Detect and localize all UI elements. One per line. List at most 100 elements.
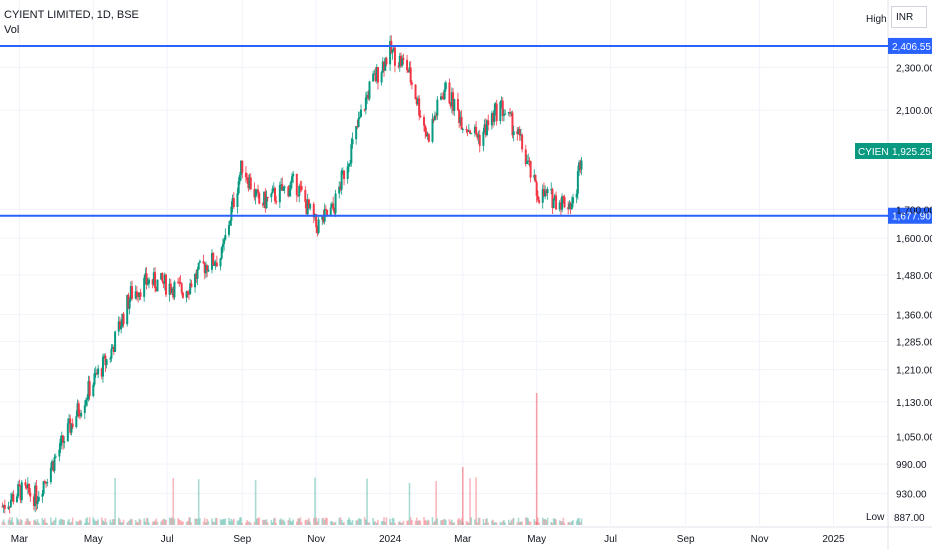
candle-body: [299, 185, 302, 187]
volume-bar: [138, 518, 141, 525]
candle-body: [186, 291, 189, 294]
candle-body: [511, 112, 514, 136]
candle-body: [534, 174, 537, 183]
volume-bar: [60, 519, 63, 525]
volume-bar: [457, 519, 459, 525]
candle-body: [275, 201, 278, 203]
candle-body: [60, 435, 63, 439]
volume-bar: [254, 480, 257, 525]
candle-body: [561, 196, 564, 210]
candle-body: [198, 261, 201, 263]
volume-bar: [265, 519, 268, 525]
candle-body: [433, 115, 436, 121]
volume-bar: [281, 520, 284, 525]
candle-body: [221, 243, 224, 248]
candle-body: [466, 129, 469, 132]
candle-body: [343, 170, 346, 179]
volume-bar: [220, 519, 223, 525]
candle-body: [18, 484, 21, 486]
candle-body: [423, 117, 426, 126]
candle-body: [290, 176, 293, 183]
candle-body: [442, 97, 445, 100]
volume-bar: [408, 482, 411, 525]
volume-bar: [153, 521, 155, 525]
candle-body: [139, 292, 142, 297]
candle-body: [194, 274, 197, 288]
candle-body: [68, 418, 71, 424]
candle-body: [304, 190, 307, 203]
candle-body: [338, 186, 341, 194]
candle-body: [380, 72, 383, 83]
y-tick-label: 1,700.00: [896, 206, 932, 217]
candle-body: [160, 273, 163, 280]
volume-bar: [100, 517, 103, 525]
candle-body: [521, 134, 524, 150]
y-tick-label: 1,480.00: [896, 271, 932, 282]
candle-body: [144, 273, 147, 278]
candle-body: [461, 129, 464, 131]
candle-body: [229, 220, 232, 226]
volume-bar: [119, 519, 121, 525]
candle-body: [389, 40, 392, 65]
volume-bar: [493, 522, 496, 525]
candle-body: [416, 98, 419, 105]
volume-bar: [75, 520, 78, 525]
volume-bar: [128, 520, 131, 525]
candle-body: [443, 89, 446, 100]
volume-bar: [29, 521, 32, 525]
volume-bar: [544, 518, 546, 525]
candle-body: [376, 67, 379, 83]
volume-bar: [474, 519, 476, 525]
candle-body: [34, 485, 37, 506]
candle-body: [255, 189, 258, 191]
volume-bar: [443, 518, 446, 525]
candle-body: [465, 129, 468, 131]
volume-bar: [567, 522, 569, 525]
candle-body: [305, 202, 308, 215]
candle-body: [552, 199, 555, 209]
volume-bar: [202, 521, 205, 525]
candle-body: [372, 73, 375, 82]
candle-body: [456, 99, 459, 110]
y-tick-label: 1,360.00: [896, 311, 932, 322]
volume-bar: [392, 518, 395, 525]
candle-body: [101, 356, 104, 377]
volume-bar: [400, 522, 402, 525]
volume-bar: [458, 517, 460, 525]
candle-body: [517, 129, 520, 134]
volume-bar: [88, 517, 91, 525]
candle-body: [460, 117, 463, 130]
candle-body: [567, 207, 570, 210]
x-tick-label: 2025: [822, 534, 845, 545]
candle-body: [138, 292, 141, 298]
currency-selector[interactable]: INR: [891, 6, 927, 28]
volume-bar: [453, 522, 456, 525]
candle-body: [482, 131, 485, 146]
volume-bar: [333, 522, 336, 525]
volume-bar: [459, 520, 462, 525]
candle-body: [418, 98, 421, 116]
volume-bar: [550, 521, 553, 525]
candle-body: [95, 373, 98, 375]
volume-bar: [257, 517, 259, 525]
volume-bar: [172, 478, 175, 525]
volume-bar: [501, 520, 504, 525]
volume-bar: [484, 519, 487, 525]
candle-body: [212, 252, 215, 266]
volume-bar: [27, 518, 29, 525]
volume-bar: [165, 519, 167, 525]
volume-bar: [2, 519, 5, 525]
volume-bar: [189, 517, 191, 525]
volume-bar: [54, 517, 57, 525]
candle-body: [579, 162, 582, 170]
candle-body: [292, 173, 295, 177]
candle-body: [495, 103, 498, 122]
volume-bar: [495, 522, 498, 525]
volume-label: Vol: [4, 24, 20, 36]
volume-bar: [137, 522, 139, 525]
candle-body: [538, 200, 541, 203]
volume-bar: [53, 519, 56, 525]
candle-body: [236, 193, 239, 207]
candle-body: [572, 197, 575, 204]
